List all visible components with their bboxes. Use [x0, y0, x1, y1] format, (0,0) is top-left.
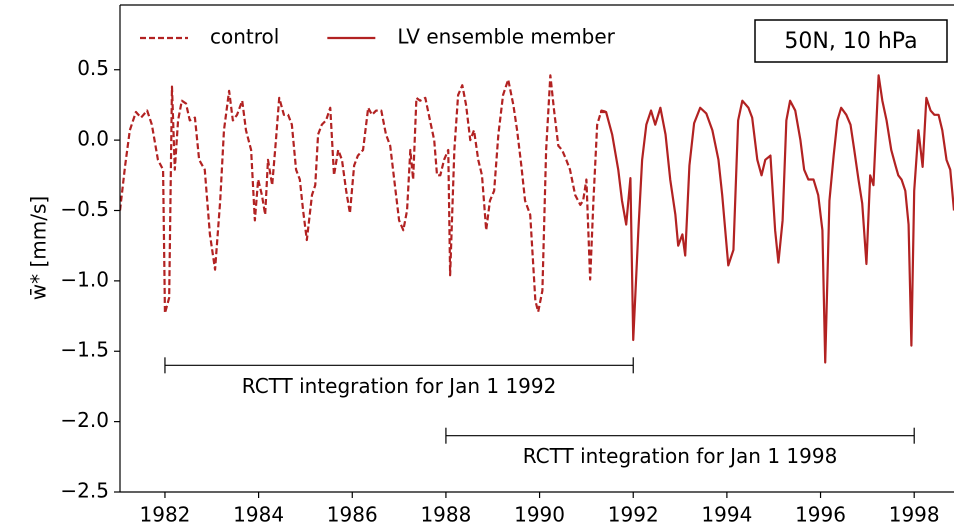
x-tick-label: 1994 [701, 503, 752, 527]
x-tick-label: 1988 [420, 503, 471, 527]
y-tick-label: 0.5 [77, 56, 109, 80]
y-tick-label: −1.0 [60, 267, 109, 291]
annotation-label: RCTT integration for Jan 1 1992 [242, 374, 557, 398]
x-tick-label: 1996 [795, 503, 846, 527]
y-axis-label: w̄* [mm/s] [27, 196, 51, 300]
x-tick-label: 1998 [889, 503, 940, 527]
series-line [120, 74, 608, 315]
x-tick-label: 1982 [140, 503, 191, 527]
y-tick-label: −2.5 [60, 479, 109, 503]
legend-label: control [210, 25, 279, 49]
y-tick-label: −2.0 [60, 408, 109, 432]
y-tick-label: −0.5 [60, 197, 109, 221]
box-label: 50N, 10 hPa [784, 29, 917, 54]
y-tick-label: 0.0 [77, 127, 109, 151]
box-label-frame [754, 19, 948, 63]
x-tick-label: 1986 [327, 503, 378, 527]
y-tick-label: −1.5 [60, 338, 109, 362]
x-tick-label: 1984 [233, 503, 284, 527]
plot-area [120, 74, 954, 364]
x-tick-label: 1990 [514, 503, 565, 527]
legend-label: LV ensemble member [397, 25, 615, 49]
x-tick-label: 1992 [608, 503, 659, 527]
annotation-label: RCTT integration for Jan 1 1998 [523, 444, 838, 468]
series-line [599, 74, 954, 364]
